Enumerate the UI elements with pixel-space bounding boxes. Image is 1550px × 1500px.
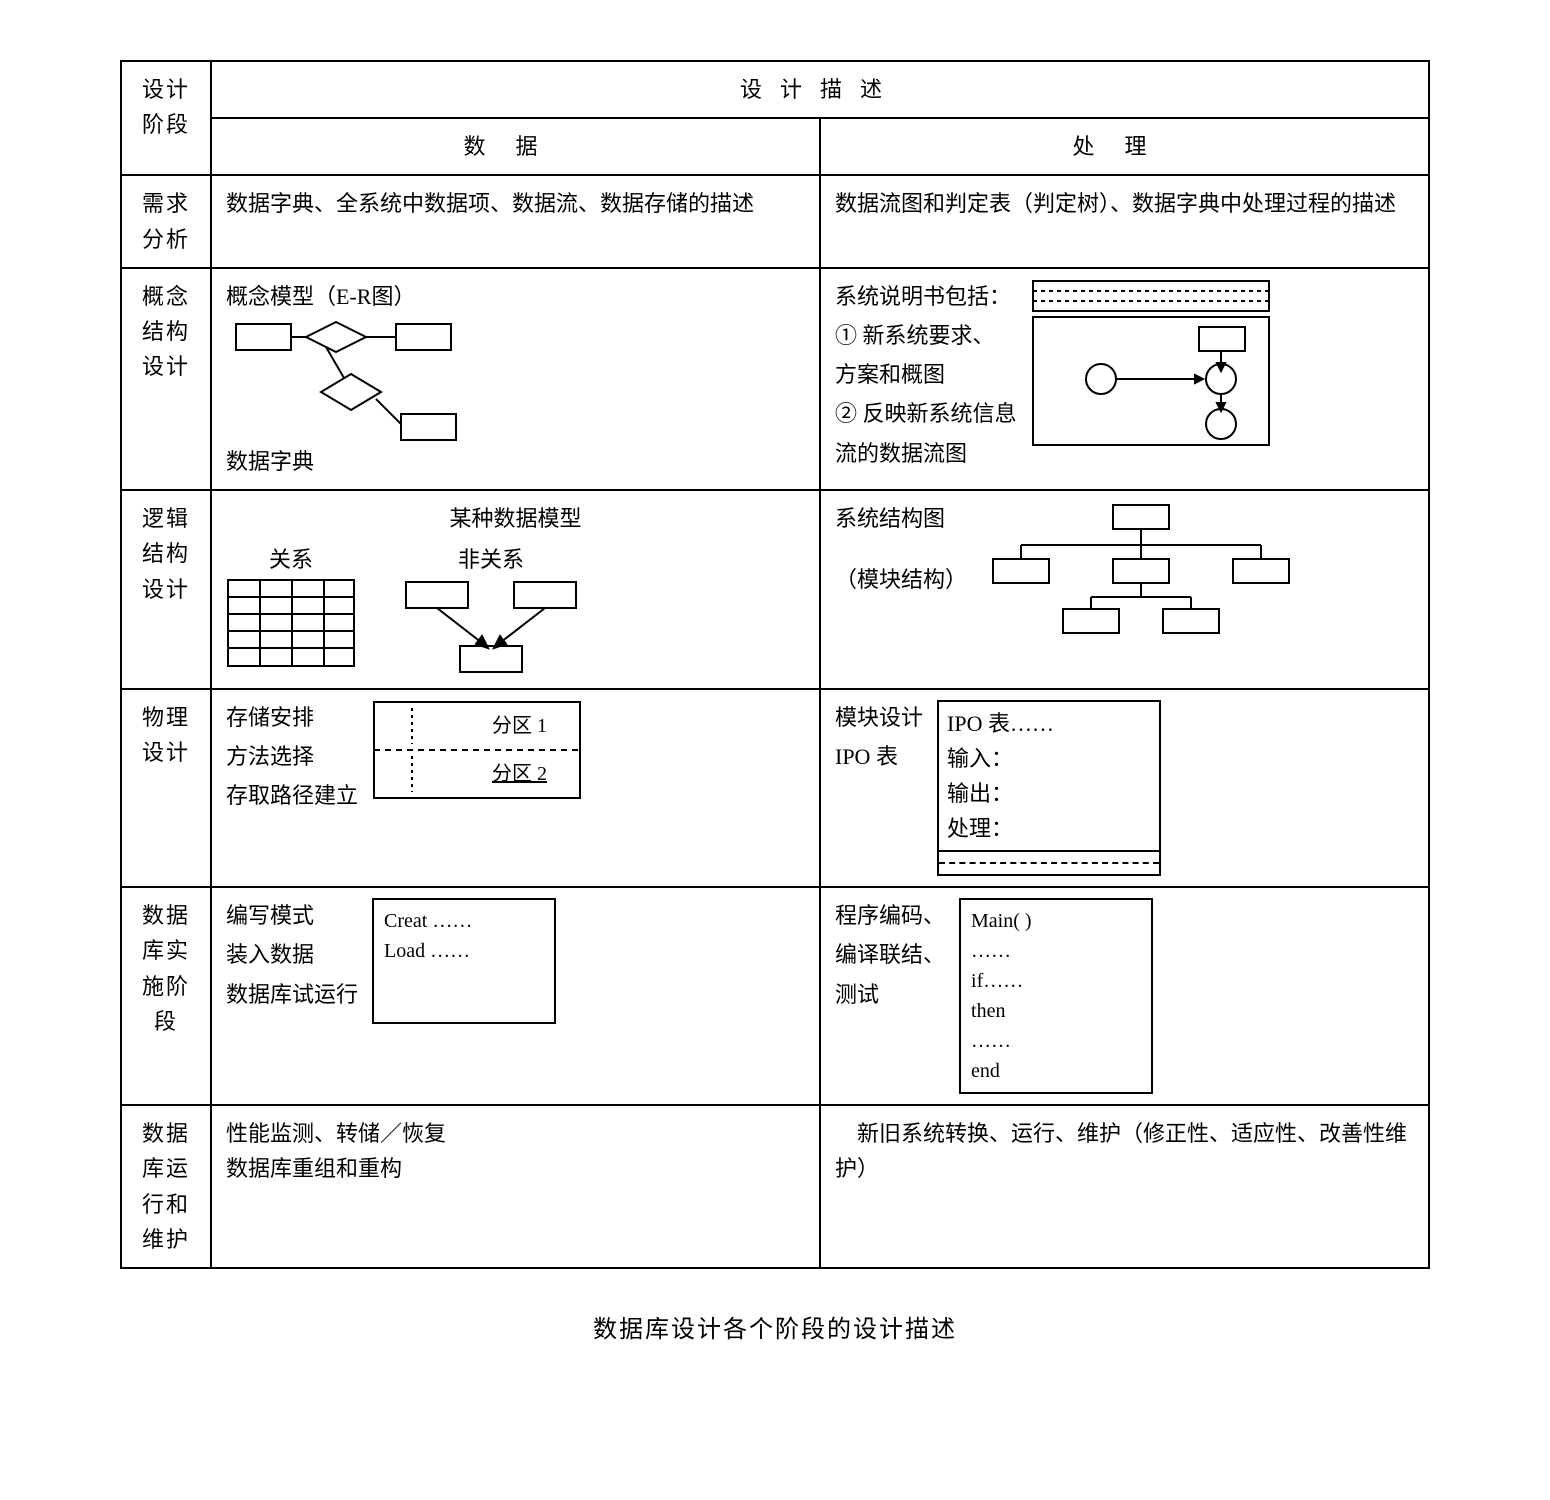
row-physical: 物理设计 存储安排 方法选择 存取路径建立 分区 1 分区 2: [121, 689, 1429, 888]
concept-data-sub: 数据字典: [226, 444, 805, 479]
impl-prog1: Main( ): [971, 906, 1141, 936]
partition-2-label: 分区 2: [492, 762, 547, 785]
ipo-out: 输出：: [947, 776, 1151, 811]
impl-data-l3: 数据库试运行: [226, 977, 358, 1012]
stage-concept-text: 概念结构设计: [142, 284, 190, 379]
concept-proc-l2: ① 新系统要求、: [835, 318, 1017, 353]
row-logic: 逻辑结构设计 某种数据模型 关系: [121, 490, 1429, 688]
er-diagram-icon: [226, 314, 486, 444]
physical-process-cell: 模块设计 IPO 表 IPO 表…… 输入： 输出： 处理：: [820, 689, 1429, 888]
physical-data-cell: 存储安排 方法选择 存取路径建立 分区 1 分区 2: [211, 689, 820, 888]
impl-process-cell: 程序编码、 编译联结、 测试 Main( ) …… if…… then …… e…: [820, 887, 1429, 1105]
hdr-data: 数据: [211, 118, 820, 175]
maint-process-cell: 新旧系统转换、运行、维护（修正性、适应性、改善性维护）: [820, 1105, 1429, 1268]
partition-1-label: 分区 1: [492, 714, 547, 737]
concept-proc-l4: ② 反映新系统信息: [835, 396, 1017, 431]
phys-data-l3: 存取路径建立: [226, 778, 358, 813]
concept-process-cell: 系统说明书包括： ① 新系统要求、 方案和概图 ② 反映新系统信息 流的数据流图: [820, 268, 1429, 490]
impl-prog3: if……: [971, 966, 1141, 996]
stage-maint: 数据库运行和维护: [121, 1105, 211, 1268]
phys-proc-l2: IPO 表: [835, 739, 923, 774]
stage-concept: 概念结构设计: [121, 268, 211, 490]
impl-prog5: ……: [971, 1026, 1141, 1056]
logic-proc-title: 系统结构图: [835, 501, 967, 536]
row-requirements: 需求分析 数据字典、全系统中数据项、数据流、数据存储的描述 数据流图和判定表（判…: [121, 175, 1429, 267]
stage-maint-text: 数据库运行和维护: [142, 1121, 190, 1252]
design-stages-table: 设计阶段 设计描述 数据 处理 需求分析 数据字典、全系统中数据项、数据流、数据…: [120, 60, 1430, 1269]
concept-data-cell: 概念模型（E-R图） 数据字典: [211, 268, 820, 490]
hdr-process: 处理: [820, 118, 1429, 175]
module-tree-icon: [981, 501, 1301, 641]
impl-prog4: then: [971, 996, 1141, 1026]
figure-caption: 数据库设计各个阶段的设计描述: [120, 1309, 1430, 1344]
concept-proc-l3: 方案和概图: [835, 357, 1017, 392]
logic-nonrel-label: 非关系: [396, 542, 586, 577]
impl-prog2: ……: [971, 936, 1141, 966]
stage-impl: 数据库实施阶段: [121, 887, 211, 1105]
phys-proc-l1: 模块设计: [835, 700, 923, 735]
concept-data-title: 概念模型（E-R图）: [226, 279, 805, 314]
impl-proc-l3: 测试: [835, 977, 945, 1012]
req-process-text: 数据流图和判定表（判定树）、数据字典中处理过程的描述: [835, 191, 1396, 216]
impl-code2: Load ……: [384, 936, 544, 966]
row-maint: 数据库运行和维护 性能监测、转储／恢复 数据库重组和重构 新旧系统转换、运行、维…: [121, 1105, 1429, 1268]
impl-data-l1: 编写模式: [226, 898, 358, 933]
stage-physical: 物理设计: [121, 689, 211, 888]
hdr-desc-text: 设计描述: [740, 77, 900, 102]
partition-diagram-icon: 分区 1 分区 2: [372, 700, 582, 800]
impl-data-l2: 装入数据: [226, 937, 358, 972]
stage-req-text: 需求分析: [142, 191, 190, 251]
logic-data-cell: 某种数据模型 关系: [211, 490, 820, 688]
stage-logic: 逻辑结构设计: [121, 490, 211, 688]
stage-logic-text: 逻辑结构设计: [142, 506, 190, 601]
phys-data-l2: 方法选择: [226, 739, 358, 774]
ipo-in: 输入：: [947, 741, 1151, 776]
impl-code1: Creat ……: [384, 906, 544, 936]
concept-proc-l5: 流的数据流图: [835, 436, 1017, 471]
stage-physical-text: 物理设计: [142, 705, 190, 765]
req-process-cell: 数据流图和判定表（判定树）、数据字典中处理过程的描述: [820, 175, 1429, 267]
logic-data-title: 某种数据模型: [226, 501, 805, 536]
hdr-data-text: 数据: [463, 134, 567, 159]
ipo-proc: 处理：: [947, 811, 1151, 846]
maint-data-cell: 性能监测、转储／恢复 数据库重组和重构: [211, 1105, 820, 1268]
logic-rel-label: 关系: [226, 542, 356, 577]
hdr-stage-text: 设计阶段: [136, 72, 196, 142]
impl-proc-l2: 编译联结、: [835, 937, 945, 972]
impl-proc-l1: 程序编码、: [835, 898, 945, 933]
hdr-process-text: 处理: [1072, 134, 1176, 159]
nonrel-tree-icon: [396, 578, 586, 678]
row-concept: 概念结构设计 概念模型（E-R图） 数据字典: [121, 268, 1429, 490]
maint-data-l2: 数据库重组和重构: [226, 1151, 805, 1186]
maint-process-text: 新旧系统转换、运行、维护（修正性、适应性、改善性维护）: [835, 1121, 1407, 1181]
logic-proc-sub: （模块结构）: [835, 562, 967, 597]
maint-data-l1: 性能监测、转储／恢复: [226, 1116, 805, 1151]
stage-impl-text: 数据库实施阶段: [142, 903, 190, 1034]
phys-data-l1: 存储安排: [226, 700, 358, 735]
req-data-cell: 数据字典、全系统中数据项、数据流、数据存储的描述: [211, 175, 820, 267]
stage-req: 需求分析: [121, 175, 211, 267]
logic-process-cell: 系统结构图 （模块结构）: [820, 490, 1429, 688]
hdr-stage: 设计阶段: [121, 61, 211, 175]
req-data-text: 数据字典、全系统中数据项、数据流、数据存储的描述: [226, 191, 754, 216]
concept-proc-title: 系统说明书包括：: [835, 279, 1017, 314]
hdr-desc: 设计描述: [211, 61, 1429, 118]
dfd-diagram-icon: [1031, 279, 1271, 449]
relation-table-icon: [226, 578, 356, 668]
ipo-title: IPO 表……: [947, 706, 1151, 741]
row-impl: 数据库实施阶段 编写模式 装入数据 数据库试运行 Creat …… Load ……: [121, 887, 1429, 1105]
impl-data-cell: 编写模式 装入数据 数据库试运行 Creat …… Load ……: [211, 887, 820, 1105]
impl-prog6: end: [971, 1056, 1141, 1086]
